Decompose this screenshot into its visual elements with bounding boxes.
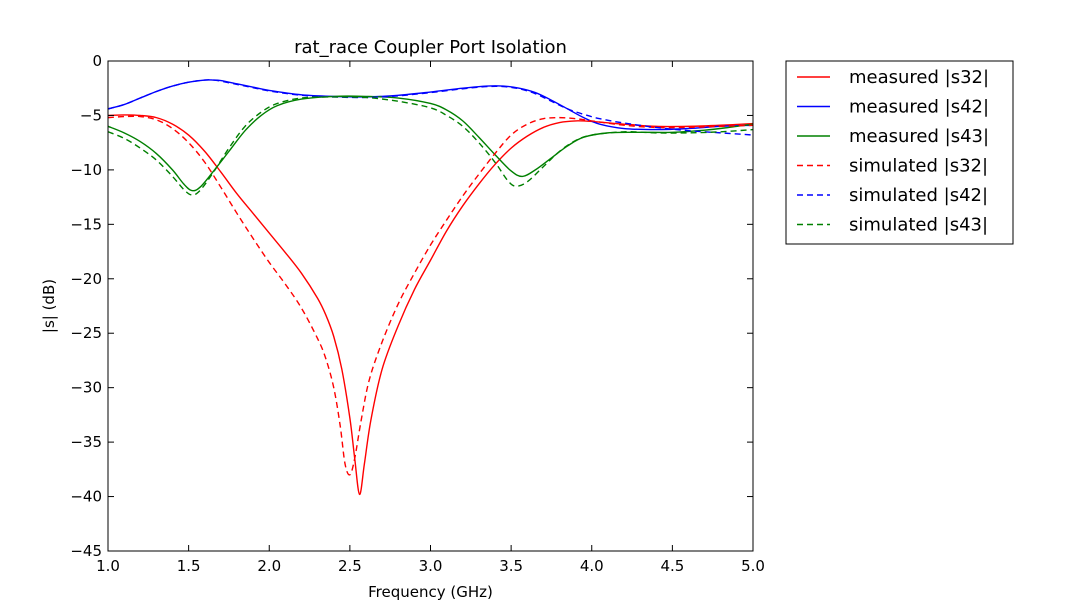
- x-tick-label: 1.0: [96, 557, 120, 575]
- legend-label: measured |s43|: [849, 126, 989, 147]
- x-tick-label: 2.0: [257, 557, 281, 575]
- series-line-simulated-s43: [108, 96, 753, 196]
- y-tick-label: −15: [70, 215, 102, 233]
- chart-title: rat_race Coupler Port Isolation: [294, 37, 567, 58]
- x-tick-label: 4.0: [580, 557, 604, 575]
- legend-label: simulated |s42|: [849, 185, 988, 206]
- series-line-simulated-s32: [108, 115, 753, 476]
- y-tick-label: −25: [70, 324, 102, 342]
- series-layer: [108, 79, 753, 496]
- legend: measured |s32| measured |s42| measured |s4…: [785, 60, 1014, 245]
- x-tick-label: 3.0: [419, 557, 443, 575]
- legend-label: measured |s42|: [849, 97, 989, 118]
- legend-item-measured-s43: measured |s43|: [797, 126, 989, 147]
- legend-label: simulated |s32|: [849, 156, 988, 177]
- legend-label: measured |s32|: [849, 67, 989, 88]
- legend-frame: [785, 60, 1014, 245]
- legend-item-measured-s42: measured |s42|: [797, 97, 989, 118]
- y-tick-label: −30: [70, 379, 102, 397]
- legend-item-measured-s32: measured |s32|: [797, 67, 989, 88]
- ticks-layer: 1.0 1.5 2.0 2.5 3.0 3.5 4.0 4.5 5.0 0 −5 −10 −15 −20 −…: [70, 52, 765, 575]
- y-tick-label: 0: [92, 52, 102, 70]
- y-tick-label: −10: [70, 161, 102, 179]
- legend-label: simulated |s43|: [849, 215, 988, 236]
- x-tick-label: 3.5: [499, 557, 523, 575]
- legend-item-simulated-s43: simulated |s43|: [797, 215, 988, 236]
- series-line-simulated-s42: [108, 79, 753, 136]
- y-axis-label: |s| (dB): [40, 279, 58, 333]
- x-tick-label: 1.5: [177, 557, 201, 575]
- y-tick-label: −20: [70, 270, 102, 288]
- x-axis-label: Frequency (GHz): [368, 583, 493, 601]
- y-tick-label: −35: [70, 433, 102, 451]
- x-tick-label: 4.5: [660, 557, 684, 575]
- legend-item-simulated-s42: simulated |s42|: [797, 185, 988, 206]
- y-tick-label: −5: [80, 106, 102, 124]
- series-line-measured-s32: [108, 114, 753, 496]
- legend-item-simulated-s32: simulated |s32|: [797, 156, 988, 177]
- x-tick-label: 2.5: [338, 557, 362, 575]
- y-tick-label: −45: [70, 542, 102, 560]
- x-tick-label: 5.0: [741, 557, 765, 575]
- y-tick-label: −40: [70, 488, 102, 506]
